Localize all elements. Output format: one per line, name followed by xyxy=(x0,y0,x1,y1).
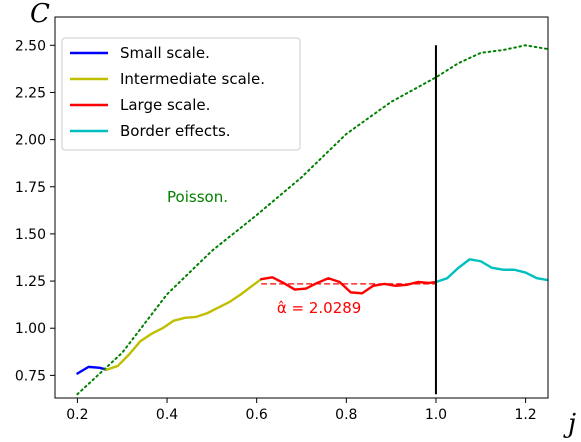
y-tick-label: 1.00 xyxy=(15,321,46,337)
series-line-large-scale xyxy=(259,276,438,295)
legend-label-large-scale: Large scale. xyxy=(120,96,210,114)
x-tick-label: 0.2 xyxy=(66,407,88,423)
annotation-poisson: Poisson. xyxy=(167,188,228,206)
y-tick-label: 0.75 xyxy=(15,368,46,384)
x-tick-label: 0.6 xyxy=(246,407,268,423)
y-tick-label: 2.25 xyxy=(15,85,46,101)
annotation-2-0289: α̂ = 2.0289 xyxy=(277,299,361,317)
y-tick-label: 2.00 xyxy=(15,133,46,149)
legend-label-intermediate-scale: Intermediate scale. xyxy=(120,70,265,88)
series-line-small-scale xyxy=(76,365,108,375)
x-axis: 0.2 0.4 0.6 0.8 1.0 1.2 xyxy=(66,398,537,423)
legend-box xyxy=(61,37,301,151)
legend-label-small-scale: Small scale. xyxy=(120,44,210,62)
y-tick-label: 1.50 xyxy=(15,227,46,243)
x-axis-title: j xyxy=(563,409,576,439)
y-tick-label: 1.25 xyxy=(15,274,46,290)
series-line-intermediate-scale xyxy=(105,277,263,371)
y-axis-title: C xyxy=(30,0,50,29)
x-tick-label: 0.4 xyxy=(156,407,178,423)
legend-label-border-effects: Border effects. xyxy=(120,122,231,140)
series-line-poisson xyxy=(76,44,548,396)
series-line-border-effects xyxy=(434,258,548,284)
legend: Small scale. Intermediate scale. Large sca… xyxy=(61,37,301,151)
y-tick-label: 1.75 xyxy=(15,180,46,196)
x-tick-label: 0.8 xyxy=(335,407,357,423)
y-axis: 0.75 1.00 1.25 1.50 1.75 2.00 2.25 2.50 xyxy=(15,38,55,384)
y-tick-label: 2.50 xyxy=(15,38,46,54)
plot-area-frame xyxy=(54,16,549,399)
x-tick-label: 1.0 xyxy=(425,407,447,423)
x-tick-label: 1.2 xyxy=(514,407,536,423)
